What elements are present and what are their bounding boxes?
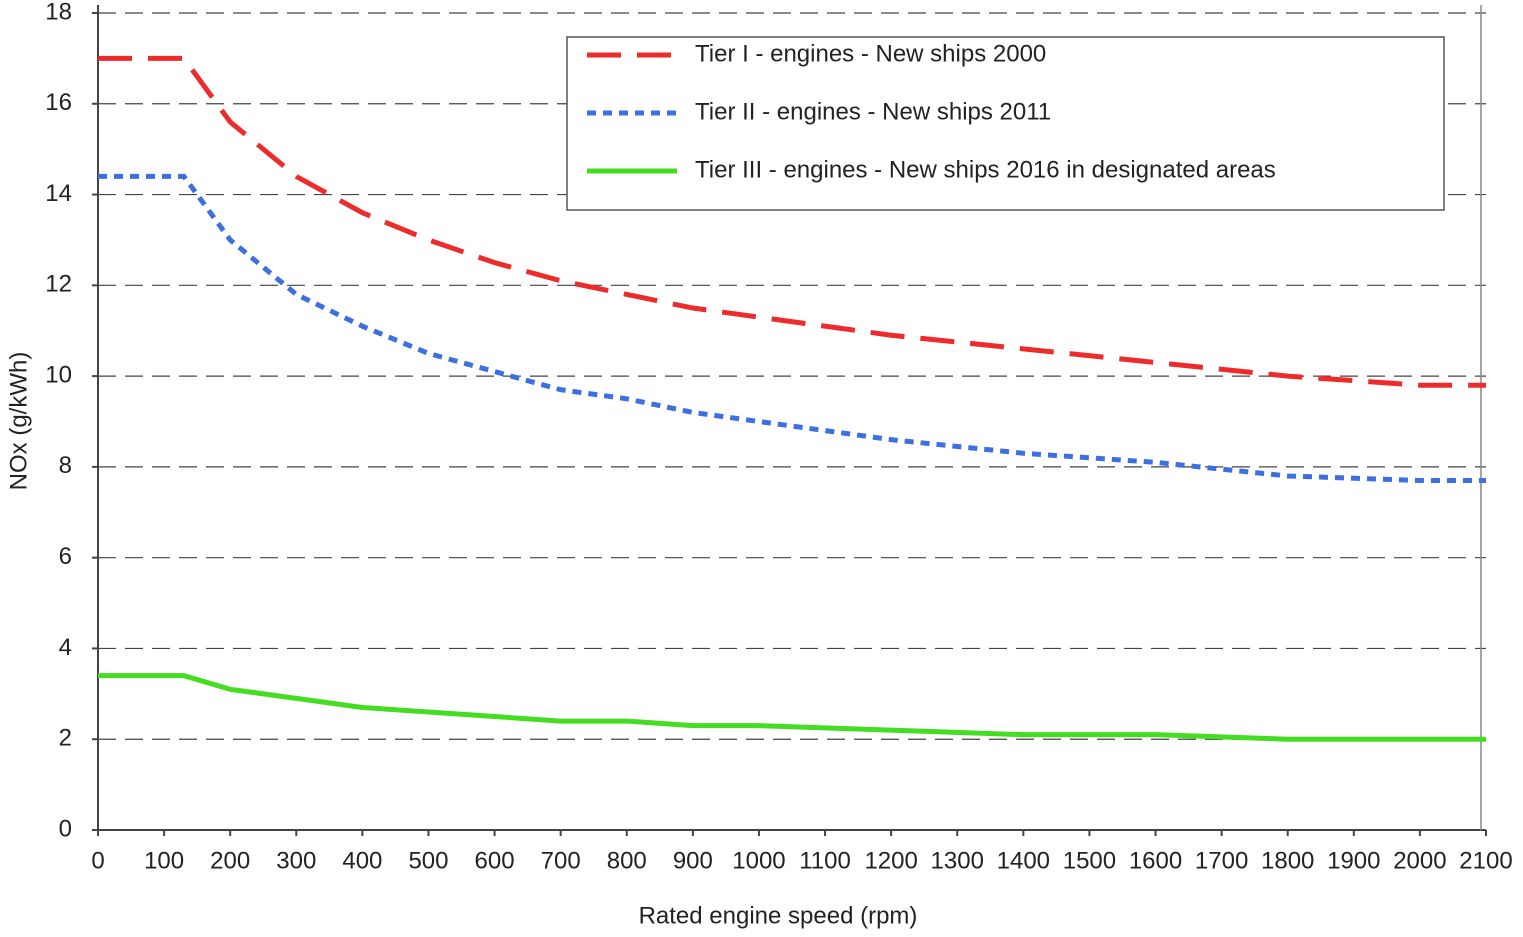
x-tick-label: 1600 (1129, 847, 1182, 874)
x-tick-label: 600 (475, 847, 515, 874)
x-tick-label: 1400 (997, 847, 1050, 874)
y-tick-label: 4 (59, 634, 72, 661)
x-tick-label: 1800 (1261, 847, 1314, 874)
y-tick-label: 8 (59, 452, 72, 479)
x-tick-label: 800 (607, 847, 647, 874)
x-tick-label: 2100 (1459, 847, 1512, 874)
y-tick-label: 16 (45, 89, 72, 116)
series-line (98, 173, 1486, 484)
y-axis-label: NOx (g/kWh) (5, 352, 32, 491)
series-line (98, 55, 1486, 388)
x-tick-label: 1500 (1063, 847, 1116, 874)
x-tick-label: 700 (541, 847, 581, 874)
y-tick-label: 0 (59, 815, 72, 842)
x-tick-label: 300 (276, 847, 316, 874)
x-tick-label: 1300 (931, 847, 984, 874)
legend-label: Tier I - engines - New ships 2000 (695, 40, 1046, 67)
x-tick-label: 2000 (1393, 847, 1446, 874)
x-tick-label: 900 (673, 847, 713, 874)
y-tick-label: 10 (45, 361, 72, 388)
x-tick-label: 1100 (799, 847, 851, 874)
y-tick-label: 18 (45, 0, 72, 25)
y-tick-label: 14 (45, 180, 72, 207)
y-tick-label: 12 (45, 271, 72, 298)
x-tick-label: 1200 (864, 847, 917, 874)
x-tick-label: 1900 (1327, 847, 1380, 874)
legend-box (566, 36, 1445, 211)
x-tick-label: 500 (408, 847, 448, 874)
x-axis-label: Rated engine speed (rpm) (639, 902, 918, 929)
x-tick-label: 1000 (732, 847, 785, 874)
y-tick-label: 2 (59, 725, 72, 752)
x-tick-label: 100 (144, 847, 184, 874)
legend-label: Tier III - engines - New ships 2016 in d… (695, 156, 1276, 183)
x-tick-label: 200 (210, 847, 250, 874)
x-tick-label: 0 (91, 847, 104, 874)
legend-label: Tier II - engines - New ships 2011 (695, 98, 1051, 125)
x-tick-label: 1700 (1195, 847, 1248, 874)
x-tick-label: 400 (342, 847, 382, 874)
y-tick-label: 6 (59, 543, 72, 570)
series-line (98, 673, 1486, 742)
